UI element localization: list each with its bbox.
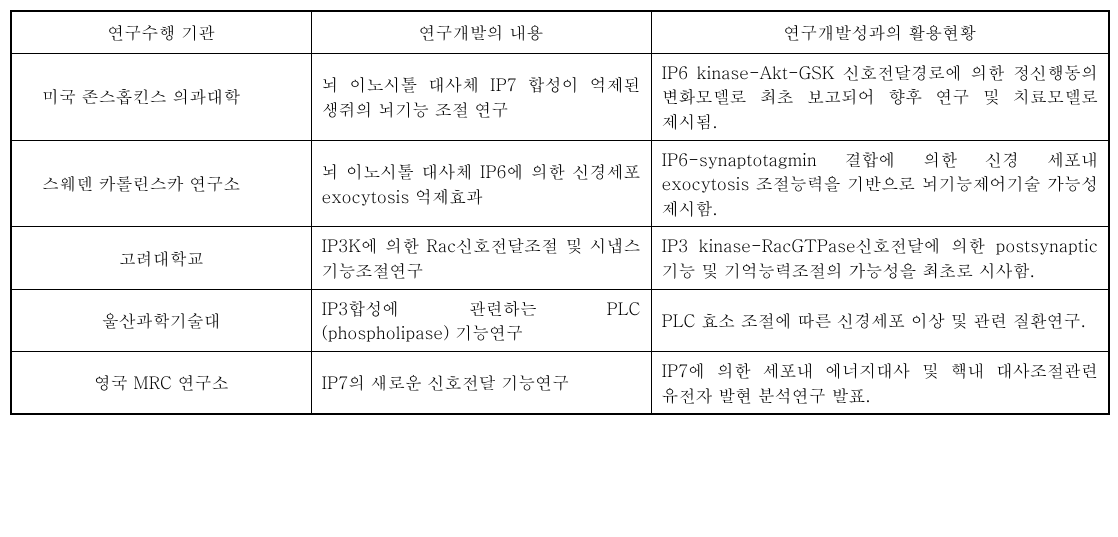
table-header-row: 연구수행 기관 연구개발의 내용 연구개발성과의 활용현황 — [11, 11, 1109, 53]
cell-usage: IP6 kinase-Akt-GSK 신호전달경로에 의한 정신행동의 변화모델… — [651, 53, 1109, 140]
cell-institution: 고려대학교 — [11, 227, 311, 289]
table-row: 영국 MRC 연구소 IP7의 새로운 신호전달 기능연구 IP7에 의한 세포… — [11, 352, 1109, 415]
cell-usage: IP7에 의한 세포내 에너지대사 및 핵내 대사조절관련 유전자 발현 분석연… — [651, 352, 1109, 415]
cell-institution: 스웨덴 카롤린스카 연구소 — [11, 140, 311, 227]
cell-content: IP3K에 의한 Rac신호전달조절 및 시냅스 기능조절연구 — [311, 227, 651, 289]
header-usage: 연구개발성과의 활용현황 — [651, 11, 1109, 53]
cell-content: 뇌 이노시톨 대사체 IP7 합성이 억제된 생쥐의 뇌기능 조절 연구 — [311, 53, 651, 140]
table-row: 고려대학교 IP3K에 의한 Rac신호전달조절 및 시냅스 기능조절연구 IP… — [11, 227, 1109, 289]
table-row: 스웨덴 카롤린스카 연구소 뇌 이노시톨 대사체 IP6에 의한 신경세포 ex… — [11, 140, 1109, 227]
cell-institution: 울산과학기술대 — [11, 289, 311, 351]
header-content: 연구개발의 내용 — [311, 11, 651, 53]
research-table: 연구수행 기관 연구개발의 내용 연구개발성과의 활용현황 미국 존스홉킨스 의… — [10, 10, 1110, 415]
cell-content: IP3합성에 관련하는 PLC (phospholipase) 기능연구 — [311, 289, 651, 351]
header-institution: 연구수행 기관 — [11, 11, 311, 53]
cell-institution: 영국 MRC 연구소 — [11, 352, 311, 415]
cell-usage: IP3 kinase-RacGTPase신호전달에 의한 postsynapti… — [651, 227, 1109, 289]
cell-content: IP7의 새로운 신호전달 기능연구 — [311, 352, 651, 415]
cell-usage: IP6-synaptotagmin 결합에 의한 신경 세포내 exocytos… — [651, 140, 1109, 227]
table-row: 울산과학기술대 IP3합성에 관련하는 PLC (phospholipase) … — [11, 289, 1109, 351]
cell-institution: 미국 존스홉킨스 의과대학 — [11, 53, 311, 140]
table-row: 미국 존스홉킨스 의과대학 뇌 이노시톨 대사체 IP7 합성이 억제된 생쥐의… — [11, 53, 1109, 140]
cell-usage: PLC 효소 조절에 따른 신경세포 이상 및 관련 질환연구. — [651, 289, 1109, 351]
cell-content: 뇌 이노시톨 대사체 IP6에 의한 신경세포 exocytosis 억제효과 — [311, 140, 651, 227]
